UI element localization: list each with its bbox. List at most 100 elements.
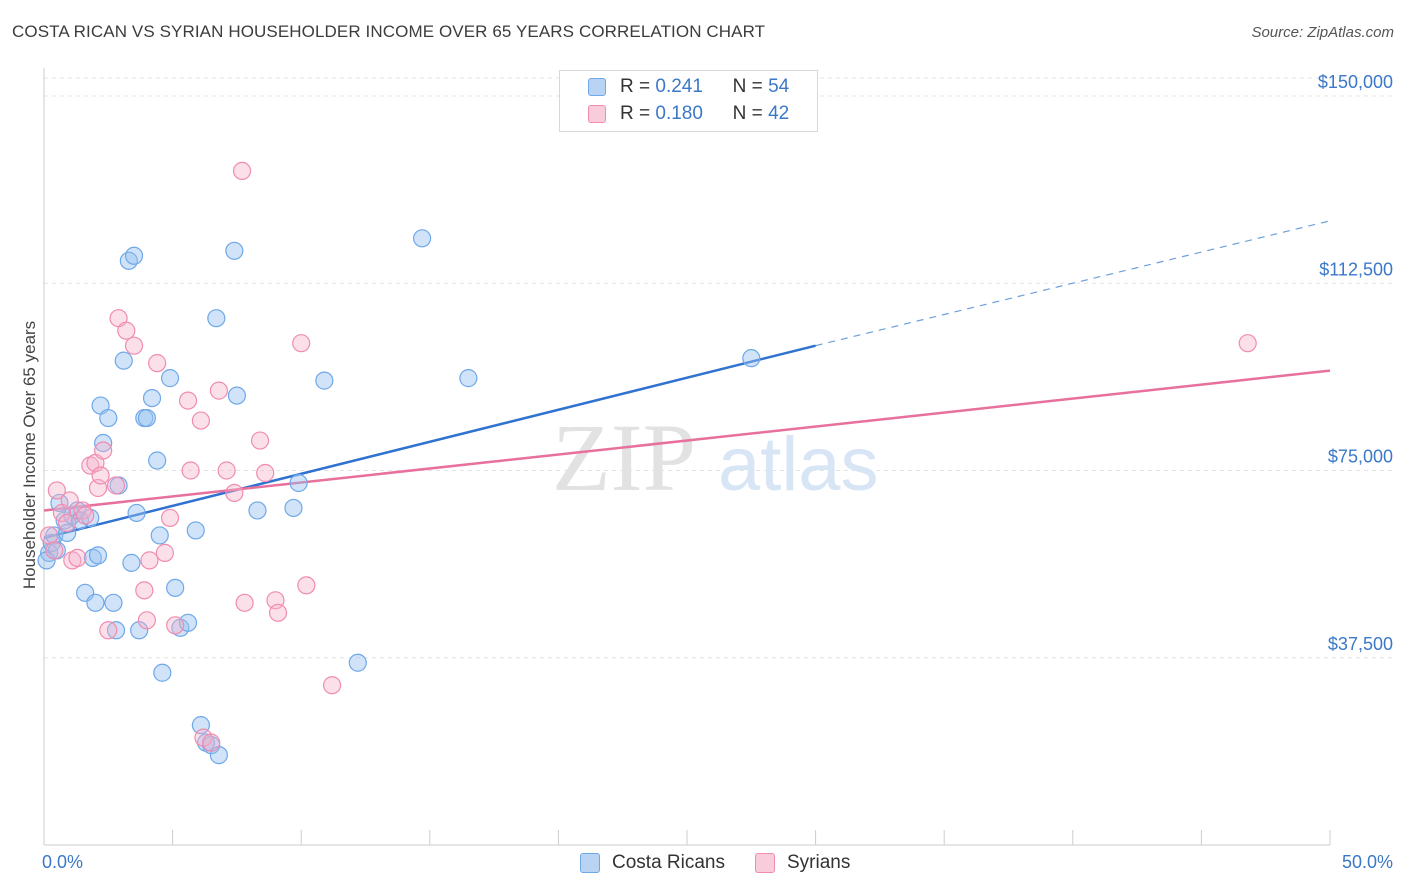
- legend-swatch-pink: [755, 853, 775, 873]
- series-legend-label: Syrians: [787, 852, 851, 873]
- costa-ricans-point: [186, 521, 205, 540]
- costa-ricans-point: [122, 553, 141, 572]
- legend-r-label: R =: [620, 103, 651, 124]
- costa-ricans-point: [412, 229, 432, 248]
- correlation-legend: R = 0.241 N = 54 R = 0.180 N = 42: [559, 70, 818, 132]
- costa-ricans-point: [94, 433, 113, 453]
- legend-row-costa-ricans: R = 0.241 N = 54: [588, 75, 789, 99]
- legend-swatch-blue: [580, 853, 600, 873]
- syrians-point: [140, 551, 159, 570]
- syrians-point: [292, 334, 311, 353]
- syrians-point: [235, 593, 254, 612]
- syrians-point: [135, 581, 154, 600]
- y-tick-label: $150,000: [1318, 72, 1393, 92]
- syrians-point: [124, 336, 144, 355]
- legend-n-label: N =: [732, 76, 763, 97]
- syrians-point: [322, 676, 342, 695]
- costa-ricans-point: [114, 351, 133, 370]
- syrians-point: [178, 391, 198, 410]
- syrians-point: [94, 441, 113, 460]
- costa-ricans-trend-line: [43, 344, 816, 540]
- watermark-atlas: atlas: [718, 422, 879, 507]
- syrians-point: [58, 513, 77, 533]
- costa-ricans-point: [142, 388, 162, 408]
- syrians-point: [91, 466, 110, 485]
- costa-ricans-point: [248, 501, 267, 520]
- syrians-point: [47, 481, 66, 500]
- syrians-point: [148, 354, 167, 373]
- costa-ricans-point: [166, 578, 185, 597]
- legend-n-value: 54: [768, 76, 790, 97]
- x-tick-label-max: 50.0%: [1342, 852, 1393, 872]
- costa-ricans-point: [37, 551, 56, 570]
- legend-r-value: 0.241: [655, 76, 703, 97]
- syrians-point: [60, 491, 79, 510]
- legend-r-value: 0.180: [655, 103, 703, 124]
- y-tick-label: $37,500: [1328, 634, 1393, 654]
- series-legend-label: Costa Ricans: [612, 852, 725, 873]
- series-legend: Costa Ricans Syrians: [580, 852, 880, 874]
- syrians-point: [181, 461, 200, 480]
- costa-ricans-point: [88, 546, 108, 565]
- syrians-point: [191, 411, 210, 430]
- costa-ricans-point: [284, 498, 303, 518]
- costa-ricans-point: [160, 369, 180, 388]
- syrians-point: [68, 548, 87, 567]
- syrians-trend-line: [43, 369, 1331, 512]
- costa-ricans-point: [153, 663, 172, 682]
- y-tick-label: $75,000: [1328, 447, 1393, 467]
- syrians-point: [76, 506, 95, 525]
- costa-ricans-trend-extension: [815, 220, 1331, 347]
- costa-ricans-point: [127, 503, 146, 523]
- series-legend-syrians[interactable]: Syrians: [755, 852, 850, 874]
- syrians-point: [202, 733, 221, 752]
- costa-ricans-point: [137, 408, 156, 428]
- legend-r-label: R =: [620, 76, 651, 97]
- watermark-zip: ZIP: [552, 404, 696, 511]
- series-legend-costa-ricans[interactable]: Costa Ricans: [580, 852, 725, 874]
- syrians-point: [45, 541, 64, 560]
- syrians-point: [106, 476, 126, 495]
- costa-ricans-point: [130, 621, 149, 640]
- costa-ricans-point: [124, 246, 144, 265]
- costa-ricans-point: [207, 309, 226, 328]
- costa-ricans-point: [459, 369, 478, 388]
- costa-ricans-point: [742, 349, 761, 368]
- syrians-point: [225, 483, 244, 503]
- syrians-point: [99, 621, 118, 640]
- costa-ricans-point: [99, 408, 118, 428]
- chart-source: Source: ZipAtlas.com: [1251, 24, 1394, 41]
- syrians-point: [250, 431, 270, 450]
- x-tick-label-min: 0.0%: [42, 852, 83, 872]
- syrians-points: [40, 161, 1257, 752]
- syrians-point: [160, 508, 180, 528]
- costa-ricans-point: [148, 451, 167, 470]
- syrians-point: [256, 463, 275, 483]
- costa-ricans-point: [225, 241, 244, 260]
- legend-swatch-pink: [588, 105, 606, 123]
- trend-lines: [43, 220, 1331, 540]
- costa-ricans-point: [119, 251, 138, 270]
- costa-ricans-point: [315, 371, 334, 390]
- costa-ricans-point: [104, 593, 123, 612]
- costa-ricans-point: [289, 473, 308, 493]
- y-axis-label: Householder Income Over 65 years: [20, 321, 39, 589]
- costa-ricans-point: [348, 653, 367, 672]
- syrians-point: [232, 161, 252, 180]
- x-ticks: [43, 830, 1331, 845]
- syrians-point: [73, 501, 92, 520]
- syrians-point: [117, 321, 136, 340]
- watermark: ZIP atlas: [552, 404, 879, 511]
- legend-n-label: N =: [732, 103, 763, 124]
- y-tick-label: $112,500: [1319, 259, 1393, 279]
- costa-ricans-point: [86, 593, 105, 612]
- legend-n-value: 42: [768, 103, 790, 124]
- costa-ricans-point: [106, 621, 126, 640]
- syrians-point: [155, 543, 174, 562]
- legend-row-syrians: R = 0.180 N = 42: [588, 102, 789, 126]
- syrians-point: [137, 611, 156, 630]
- syrians-point: [209, 381, 228, 400]
- syrians-point: [1238, 334, 1257, 353]
- legend-swatch-blue: [588, 78, 606, 96]
